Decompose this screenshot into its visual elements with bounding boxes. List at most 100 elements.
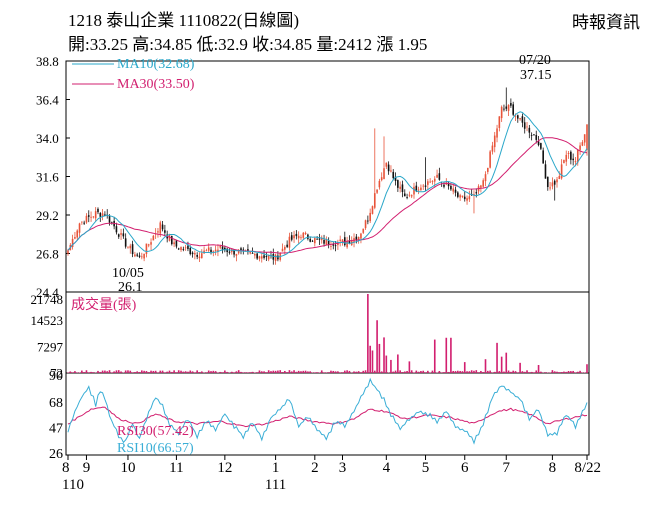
candle-body [586, 124, 588, 151]
volume-bar [242, 372, 245, 373]
candle-body [500, 106, 503, 119]
rsi-tick-label: 90 [49, 369, 63, 384]
volume-bar [383, 337, 385, 373]
candle-body [150, 242, 152, 245]
candle-body [256, 253, 258, 259]
volume-bar [353, 371, 355, 373]
candle-body [320, 238, 323, 241]
candle-body [249, 252, 252, 254]
x-tick-label: 8/22 [574, 460, 601, 476]
volume-bar [523, 371, 526, 373]
volume-bar [403, 371, 406, 373]
price-tick-label: 24.4 [36, 285, 59, 300]
price-tick-label: 36.4 [36, 93, 59, 108]
volume-bar [214, 371, 217, 373]
volume-bar [180, 370, 182, 373]
volume-bar [530, 371, 533, 373]
candle-body [265, 256, 268, 258]
volume-bar [473, 370, 475, 373]
candle-body [284, 247, 286, 250]
volume-bar [111, 372, 113, 373]
candle-body [369, 212, 371, 222]
candle-body [302, 232, 305, 238]
volume-bar [558, 372, 561, 373]
volume-bar [371, 350, 374, 373]
candle-body [191, 252, 194, 255]
candle-body [251, 253, 254, 254]
quote-summary: 開:33.25 高:34.85 低:32.9 收:34.85 量:2412 漲 … [68, 35, 428, 54]
candle-body [507, 104, 510, 111]
x-tick-label: 5 [422, 460, 430, 476]
volume-bar [503, 371, 505, 373]
candle-body [161, 224, 164, 230]
candle-body [526, 126, 528, 128]
candle-body [92, 216, 95, 218]
volume-bar [505, 352, 508, 373]
volume-bar [422, 370, 425, 373]
volume-bar [401, 372, 404, 373]
volume-bar [263, 371, 265, 373]
ma10-line [67, 111, 588, 258]
volume-bar [581, 372, 584, 373]
volume-bar [348, 370, 351, 373]
candle-body [267, 255, 270, 260]
candle-body [560, 164, 563, 179]
candle-body [242, 249, 245, 251]
volume-bar [240, 371, 242, 373]
candle-body [332, 244, 335, 246]
volume-bar [357, 371, 360, 373]
volume-bar [92, 372, 95, 373]
volume-bar [482, 371, 485, 373]
volume-bar [397, 354, 399, 373]
volume-bar [424, 372, 427, 373]
volume-bar [235, 371, 238, 373]
volume-bar [187, 371, 189, 373]
x-tick-label: 8 [549, 460, 557, 476]
candle-body [141, 256, 143, 258]
candle-body [385, 162, 388, 167]
volume-tick-label: 21748 [31, 292, 64, 307]
candle-body [143, 253, 145, 259]
volume-bar [563, 371, 565, 373]
volume-bar [574, 372, 577, 373]
candle-body [134, 254, 136, 257]
volume-bar [85, 370, 88, 373]
volume-bar [528, 372, 531, 373]
volume-bar [113, 371, 115, 373]
candle-body [406, 196, 408, 198]
candle-body [362, 228, 365, 233]
candle-body [187, 245, 189, 250]
volume-bar [360, 372, 362, 373]
volume-bar [166, 371, 168, 373]
candle-body [482, 180, 485, 187]
volume-bar [127, 370, 129, 373]
volume-bar [159, 370, 162, 373]
candle-body [83, 222, 85, 224]
x-tick-label: 9 [83, 460, 91, 476]
volume-bar [579, 370, 581, 373]
candle-body [233, 249, 235, 255]
candle-body [516, 115, 519, 119]
candle-body [76, 230, 79, 238]
volume-bar [433, 339, 436, 373]
candle-body [367, 220, 369, 222]
candle-body [78, 223, 81, 233]
volume-bar [454, 371, 457, 373]
candle-body [357, 237, 360, 240]
volume-bar [295, 371, 298, 373]
low-value-label: 26.1 [118, 280, 143, 295]
candle-body [438, 173, 441, 180]
candle-body [327, 240, 330, 245]
candle-body [565, 154, 568, 162]
volume-bar [457, 370, 459, 373]
candle-body [214, 249, 217, 251]
high-date-label: 07/20 [519, 53, 551, 68]
volume-bar [341, 372, 344, 373]
candle-body [138, 255, 141, 257]
candle-body [544, 164, 547, 179]
volume-bar [362, 370, 365, 373]
volume-bar [367, 294, 369, 373]
volume-bar [279, 370, 282, 373]
volume-bar [417, 371, 420, 373]
candle-body [263, 255, 265, 258]
